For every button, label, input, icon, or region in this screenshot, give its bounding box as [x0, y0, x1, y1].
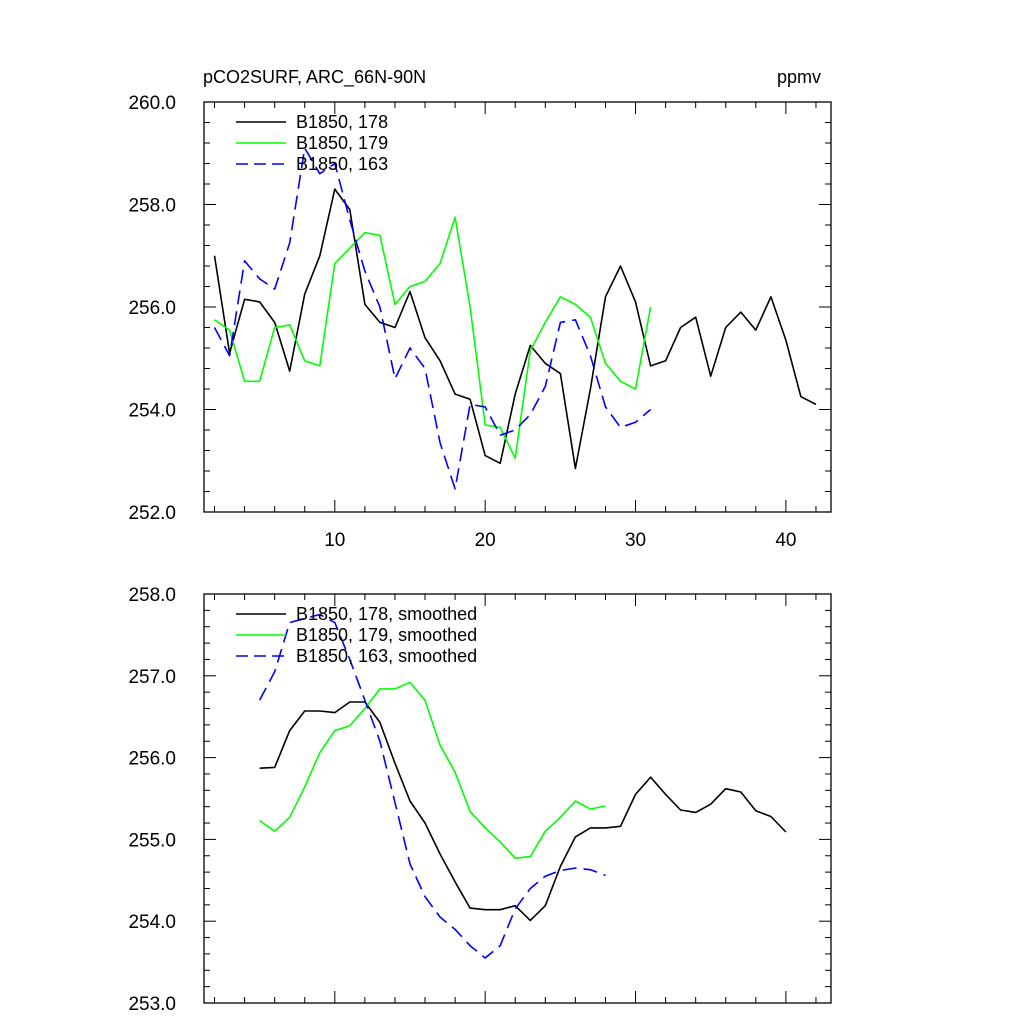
top-panel: 10 20 30 40 252.0 254.0 256.0 258.0 260.0 B1850, …: [128, 93, 832, 551]
y-tick-label: 254.0: [128, 401, 176, 422]
legend-label: B1850, 179: [296, 133, 388, 153]
y-tick-label: 256.0: [128, 749, 176, 770]
legend-label: B1850, 179, smoothed: [296, 625, 477, 645]
bottom-panel: 253.0 254.0 255.0 256.0 257.0 258.0 B1850, 178…: [128, 585, 832, 1015]
series-line-2: [214, 216, 652, 460]
y-tick-label: 260.0: [128, 93, 176, 114]
panel-title: pCO2SURF, ARC_66N-90N: [203, 67, 426, 88]
x-tick-label: 20: [475, 530, 496, 551]
y-tick-label: 253.0: [128, 994, 176, 1015]
series-line-1: [259, 701, 787, 922]
series-line-3: [258, 613, 606, 959]
y-tick-label: 258.0: [128, 196, 176, 217]
series-line-2: [259, 681, 606, 860]
units-label: ppmv: [777, 67, 821, 87]
y-tick-label: 258.0: [128, 585, 176, 606]
legend-label: B1850, 163: [296, 154, 388, 174]
plot-frame: [203, 593, 832, 1004]
y-tick-label: 255.0: [128, 830, 176, 851]
x-tick-label: 30: [625, 530, 646, 551]
legend-label: B1850, 178, smoothed: [296, 604, 477, 624]
y-tick-label: 254.0: [128, 912, 176, 933]
x-tick-label: 40: [775, 530, 796, 551]
legend-label: B1850, 178: [296, 112, 388, 132]
legend-label: B1850, 163, smoothed: [296, 646, 477, 666]
y-tick-label: 252.0: [128, 503, 176, 524]
y-tick-label: 256.0: [128, 298, 176, 319]
series-line-3: [213, 147, 652, 490]
x-tick-label: 10: [324, 530, 345, 551]
series-line-1: [213, 188, 817, 470]
y-tick-label: 257.0: [128, 667, 176, 688]
